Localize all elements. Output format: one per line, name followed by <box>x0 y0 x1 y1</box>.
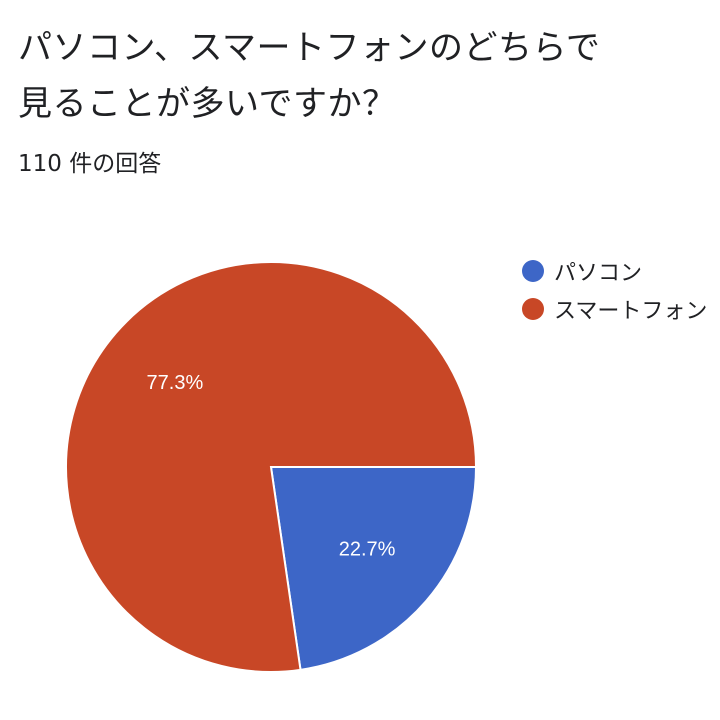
legend-swatch-smartphone <box>522 298 544 320</box>
response-count: 110 件の回答 <box>18 151 162 177</box>
slice-smartphone <box>65 261 478 673</box>
question-title-line-1: パソコン、スマートフォンのどちらで <box>18 28 601 68</box>
slice-label-smartphone: 77.3% <box>147 372 204 394</box>
legend-item-smartphone: スマートフォン <box>522 294 707 324</box>
legend-label-pc: パソコン <box>554 261 643 286</box>
legend-label-smartphone: スマートフォン <box>554 299 708 324</box>
slice-label-pc: 22.7% <box>339 538 396 560</box>
slice-pc <box>269 466 478 671</box>
question-title: パソコン、スマートフォンのどちらで 見ることが多いですか？ <box>18 20 708 132</box>
question-title-line-2: 見ることが多いですか？ <box>18 84 397 124</box>
legend-swatch-pc <box>522 260 544 282</box>
legend-item-pc: パソコン <box>522 256 642 286</box>
